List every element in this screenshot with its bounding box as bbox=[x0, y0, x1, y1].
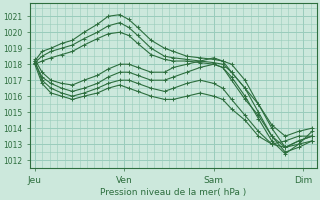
X-axis label: Pression niveau de la mer( hPa ): Pression niveau de la mer( hPa ) bbox=[100, 188, 247, 197]
